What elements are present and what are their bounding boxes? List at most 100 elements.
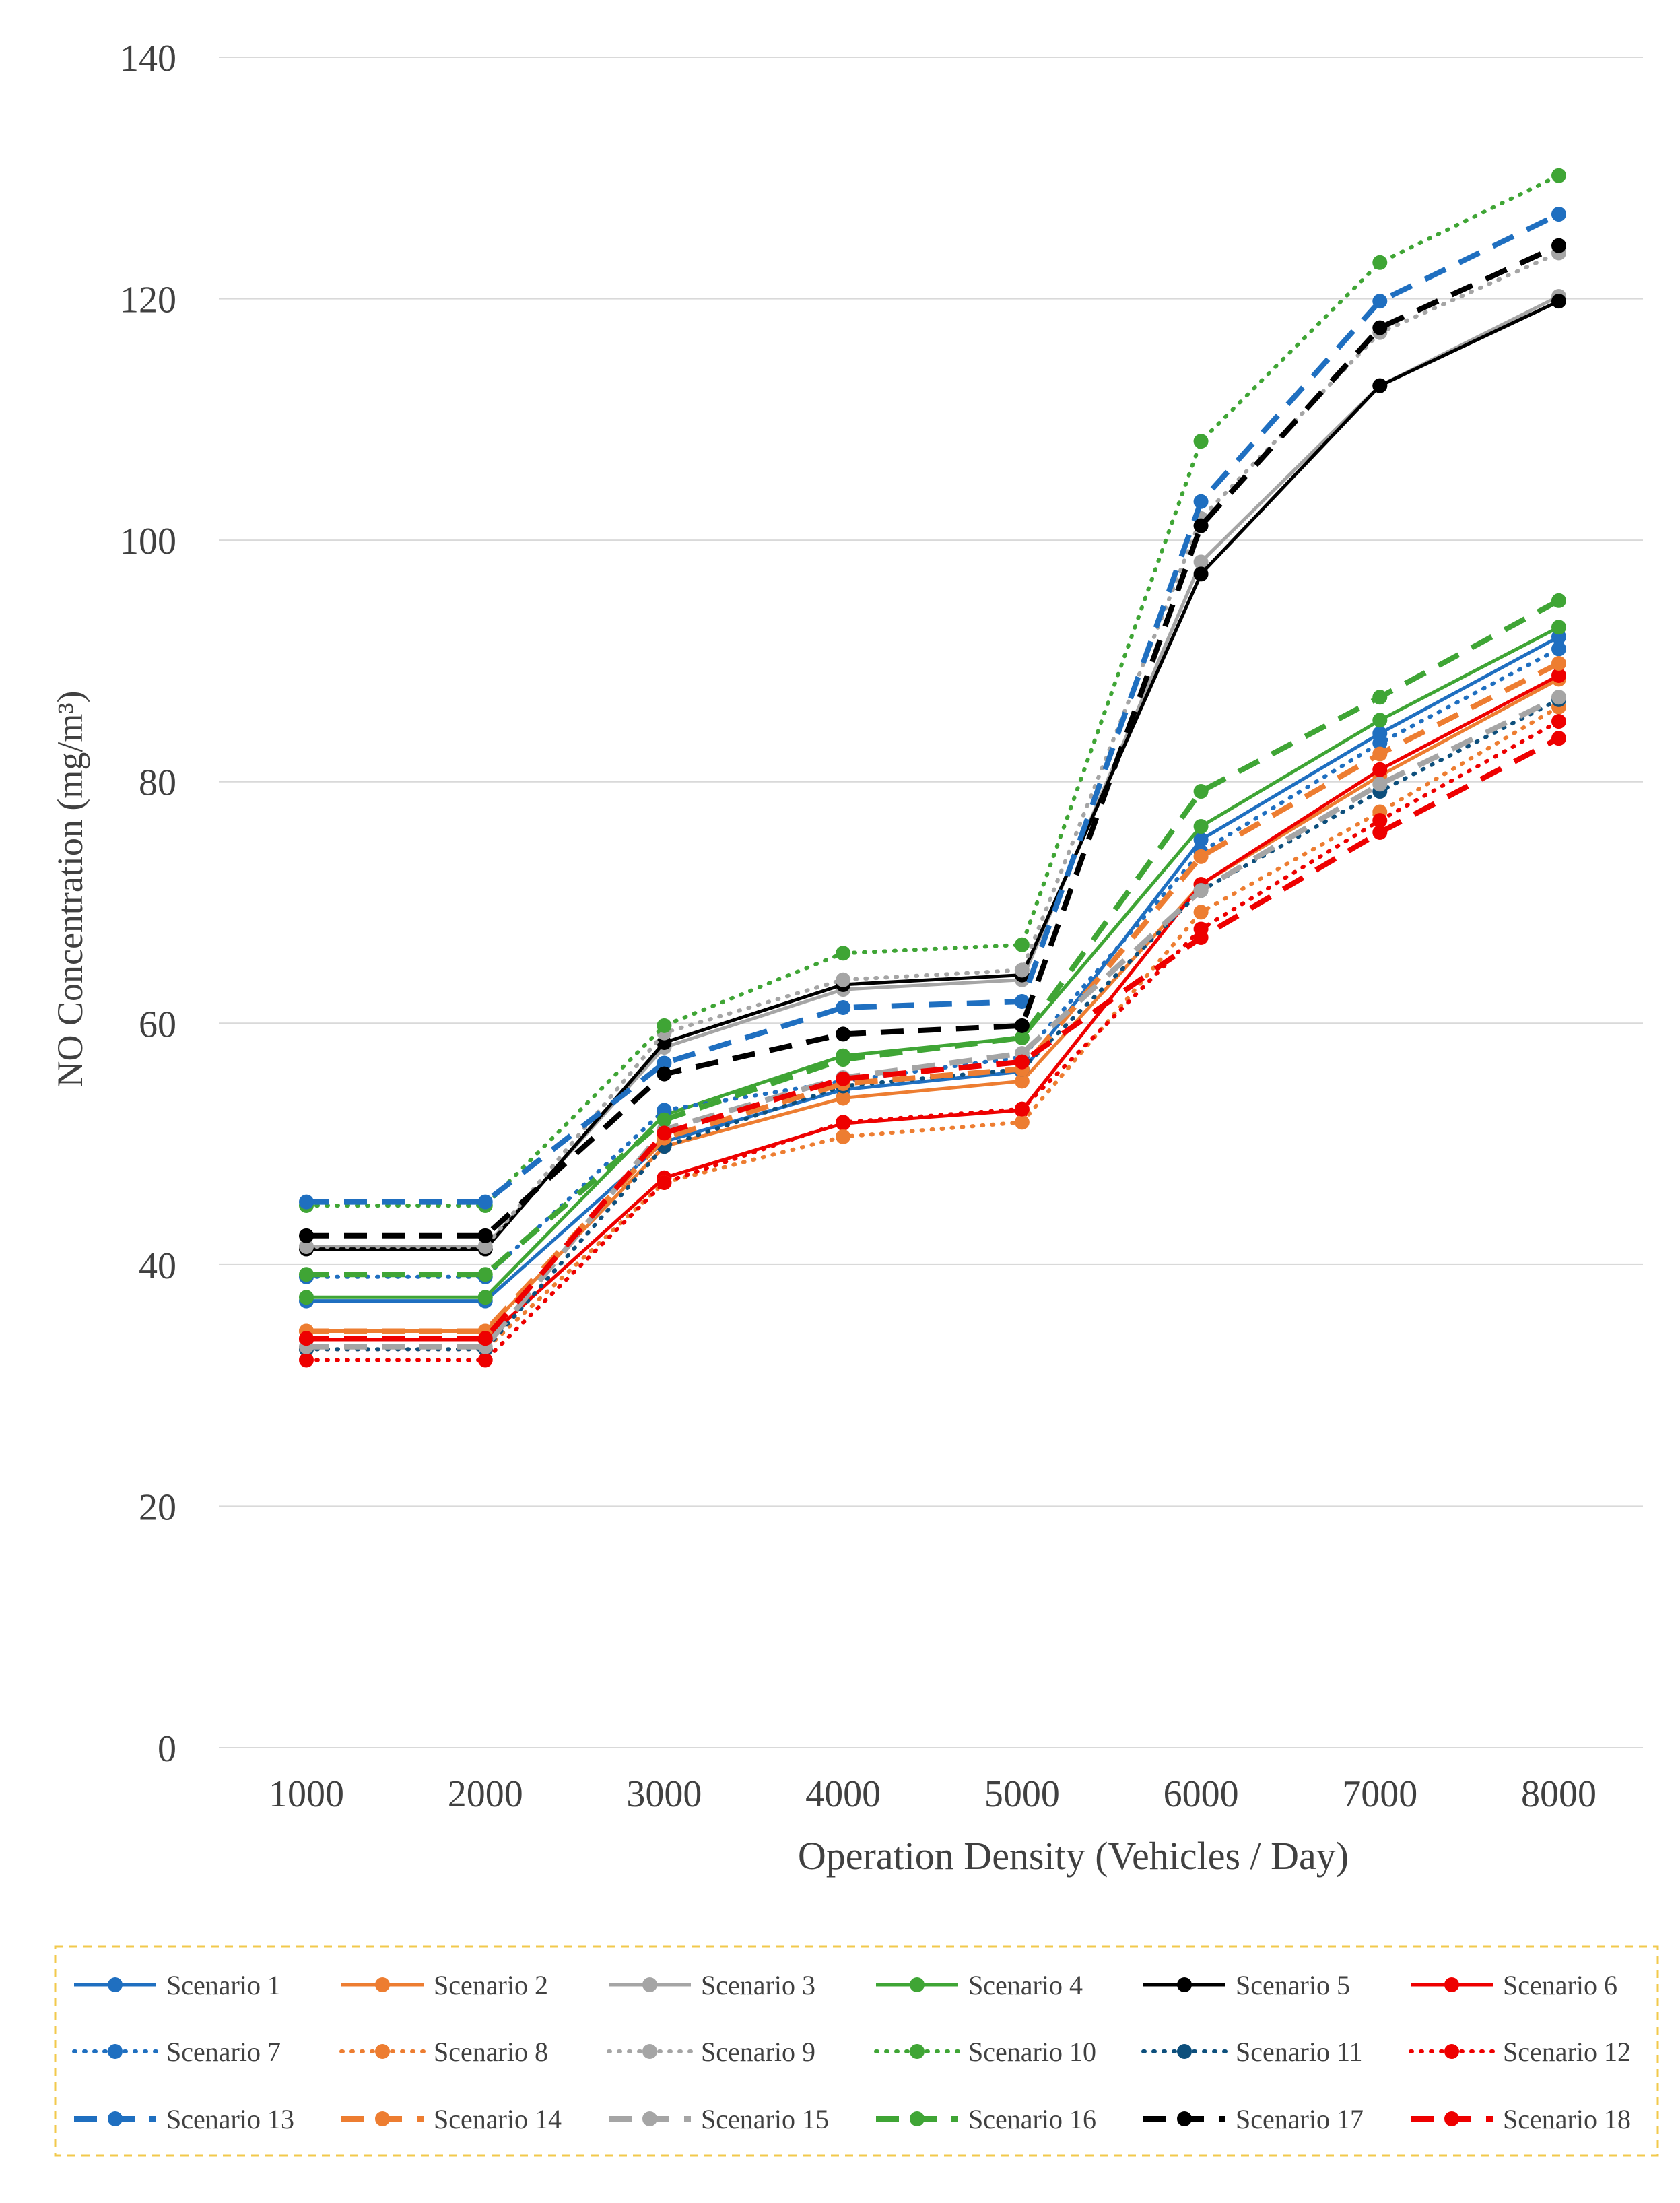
legend-marker [1177,1977,1192,1992]
legend-marker [375,2111,390,2126]
data-point [1372,762,1388,777]
data-point [1372,713,1388,728]
data-point [836,1071,851,1086]
data-point [1193,905,1209,920]
legend-marker [1177,2111,1192,2126]
legend-label: Scenario 12 [1503,2037,1631,2067]
data-point [1551,168,1566,183]
data-point [1193,832,1209,847]
legend-label: Scenario 3 [701,1970,815,2000]
legend-label: Scenario 11 [1236,2037,1362,2067]
data-point [1551,593,1566,608]
y-tick-label: 20 [139,1486,176,1528]
data-point [1193,819,1209,834]
data-point [477,1228,493,1243]
data-point [1193,518,1209,533]
data-point [1372,825,1388,841]
data-point [657,1066,672,1082]
data-point [1551,656,1566,671]
legend-item-12: Scenario 12 [1409,2037,1631,2067]
series-line [304,704,1561,1352]
legend-marker [375,1977,390,1992]
series-line [306,211,1560,1205]
legend-item-11: Scenario 11 [1141,2037,1362,2067]
data-point [836,946,851,961]
series-line [304,719,1561,1362]
legend-label: Scenario 15 [701,2104,829,2134]
legend-item-17: Scenario 17 [1143,2104,1364,2134]
legend-marker [1444,1977,1459,1992]
series-line [304,251,1561,1249]
legend-label: Scenario 6 [1503,1970,1617,2000]
series-line [306,635,1560,1303]
legend-item-9: Scenario 9 [607,2037,815,2067]
data-point [299,1267,314,1282]
data-point [1551,238,1566,253]
x-tick-label: 7000 [1342,1773,1417,1815]
series-line [306,243,1560,1239]
data-point [1372,255,1388,270]
legend-marker [642,2044,657,2059]
series-line [306,299,1560,1251]
data-point [1551,620,1566,635]
legend-label: Scenario 4 [968,1970,1083,2000]
legend-marker [910,2044,925,2059]
data-point [1551,207,1566,222]
legend-marker [375,2044,390,2059]
series-line [304,173,1561,1208]
legend-item-18: Scenario 18 [1411,2104,1631,2134]
data-point [1193,883,1209,898]
legend-label: Scenario 13 [166,2104,294,2134]
data-point [1014,962,1030,978]
legend-item-5: Scenario 5 [1143,1970,1350,2000]
data-point [1193,929,1209,945]
data-point [299,1352,314,1368]
x-tick-label: 3000 [626,1773,702,1815]
series-17 [299,238,1566,1243]
legend-label: Scenario 8 [434,2037,548,2067]
data-point [657,1055,672,1071]
y-tick-label: 60 [139,1004,176,1045]
legend-item-16: Scenario 16 [876,2104,1096,2134]
legend-label: Scenario 17 [1236,2104,1364,2134]
data-point [836,1026,851,1042]
data-point [477,1239,493,1254]
data-point [1193,849,1209,864]
x-tick-label: 1000 [269,1773,344,1815]
legend: Scenario 1 Scenario 2 Scenario 3 Scenario 4… [72,1970,1631,2134]
data-point [477,1352,493,1368]
series-line [306,598,1560,1278]
data-point [1372,813,1388,828]
data-point [1014,1054,1030,1070]
legend-marker [910,1977,925,1992]
data-point [657,1175,672,1190]
data-point [657,1018,672,1033]
legend-label: Scenario 7 [166,2037,281,2067]
y-tick-label: 120 [120,280,176,321]
data-point [1372,320,1388,335]
y-tick-label: 40 [139,1245,176,1287]
legend-item-14: Scenario 14 [341,2104,562,2134]
x-tick-label: 2000 [448,1773,523,1815]
data-point [299,1331,314,1346]
legend-marker [642,2111,657,2126]
data-point [1551,667,1566,683]
data-point [477,1331,493,1346]
data-point [1372,294,1388,309]
y-tick-label: 80 [139,762,176,804]
legend-item-4: Scenario 4 [876,1970,1083,2000]
y-axis-ticks: 0 20 40 60 80 100 120 140 [120,38,176,1770]
legend-item-7: Scenario 7 [72,2037,281,2067]
x-tick-label: 5000 [984,1773,1060,1815]
legend-label: Scenario 10 [968,2037,1096,2067]
gridlines [219,57,1643,1748]
data-point [657,1112,672,1127]
data-point [657,1125,672,1141]
data-point [1372,690,1388,705]
data-point [1014,994,1030,1010]
data-point [477,1290,493,1305]
data-point [1193,434,1209,449]
legend-marker [108,2044,123,2059]
legend-item-10: Scenario 10 [874,2037,1096,2067]
